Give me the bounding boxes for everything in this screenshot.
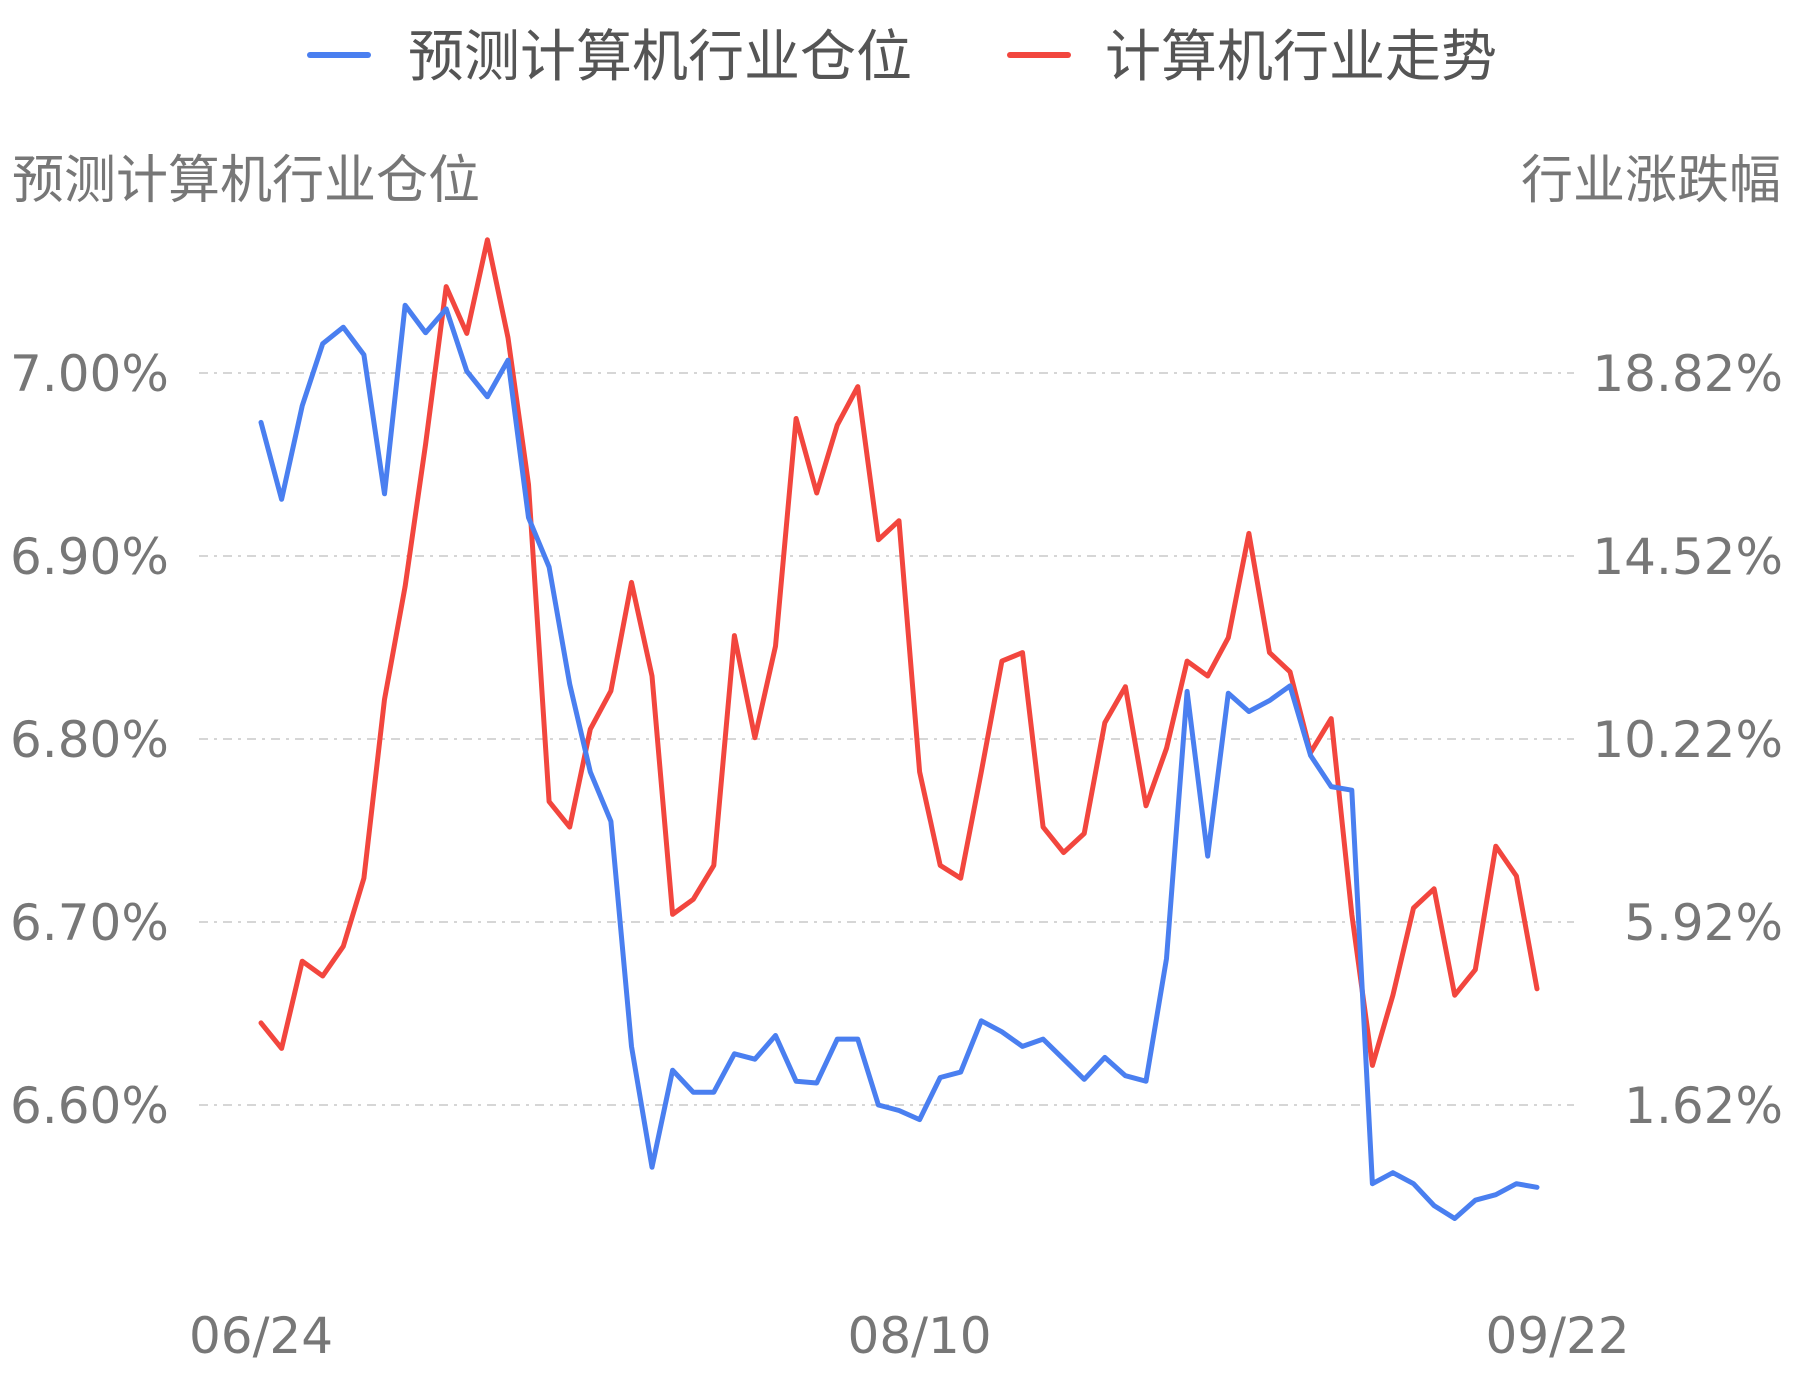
left-axis-ticks: 7.00% 6.90% 6.80% 6.70% 6.60% <box>10 345 169 1135</box>
x-tick-label: 08/10 <box>848 1307 992 1365</box>
left-tick-label: 6.70% <box>10 894 169 952</box>
right-axis-title: 行业涨跌幅 <box>1521 151 1781 211</box>
right-tick-label: 1.62% <box>1624 1077 1783 1135</box>
right-tick-label: 10.22% <box>1592 711 1783 769</box>
series-layer <box>258 237 1540 1221</box>
x-tick-label: 06/24 <box>189 1307 333 1365</box>
left-tick-label: 6.80% <box>10 711 169 769</box>
x-tick-label: 09/22 <box>1486 1307 1630 1365</box>
series-line-industry-trend <box>258 237 1540 1068</box>
x-axis-ticks: 06/24 08/10 09/22 <box>189 1307 1630 1365</box>
legend-label-series-2: 计算机行业走势 <box>1105 25 1497 90</box>
right-axis-ticks: 18.82% 14.52% 10.22% 5.92% 1.62% <box>1592 345 1783 1135</box>
legend: 预测计算机行业仓位 计算机行业走势 <box>307 25 1497 90</box>
legend-label-series-1: 预测计算机行业仓位 <box>408 25 912 90</box>
right-tick-label: 18.82% <box>1592 345 1783 403</box>
left-tick-label: 6.60% <box>10 1077 169 1135</box>
right-tick-label: 5.92% <box>1624 894 1783 952</box>
series-line-predicted-position <box>258 302 1540 1221</box>
left-axis-title: 预测计算机行业仓位 <box>12 151 480 211</box>
left-tick-label: 6.90% <box>10 528 169 586</box>
right-tick-label: 14.52% <box>1592 528 1783 586</box>
gridlines <box>199 372 1574 1106</box>
left-tick-label: 7.00% <box>10 345 169 403</box>
